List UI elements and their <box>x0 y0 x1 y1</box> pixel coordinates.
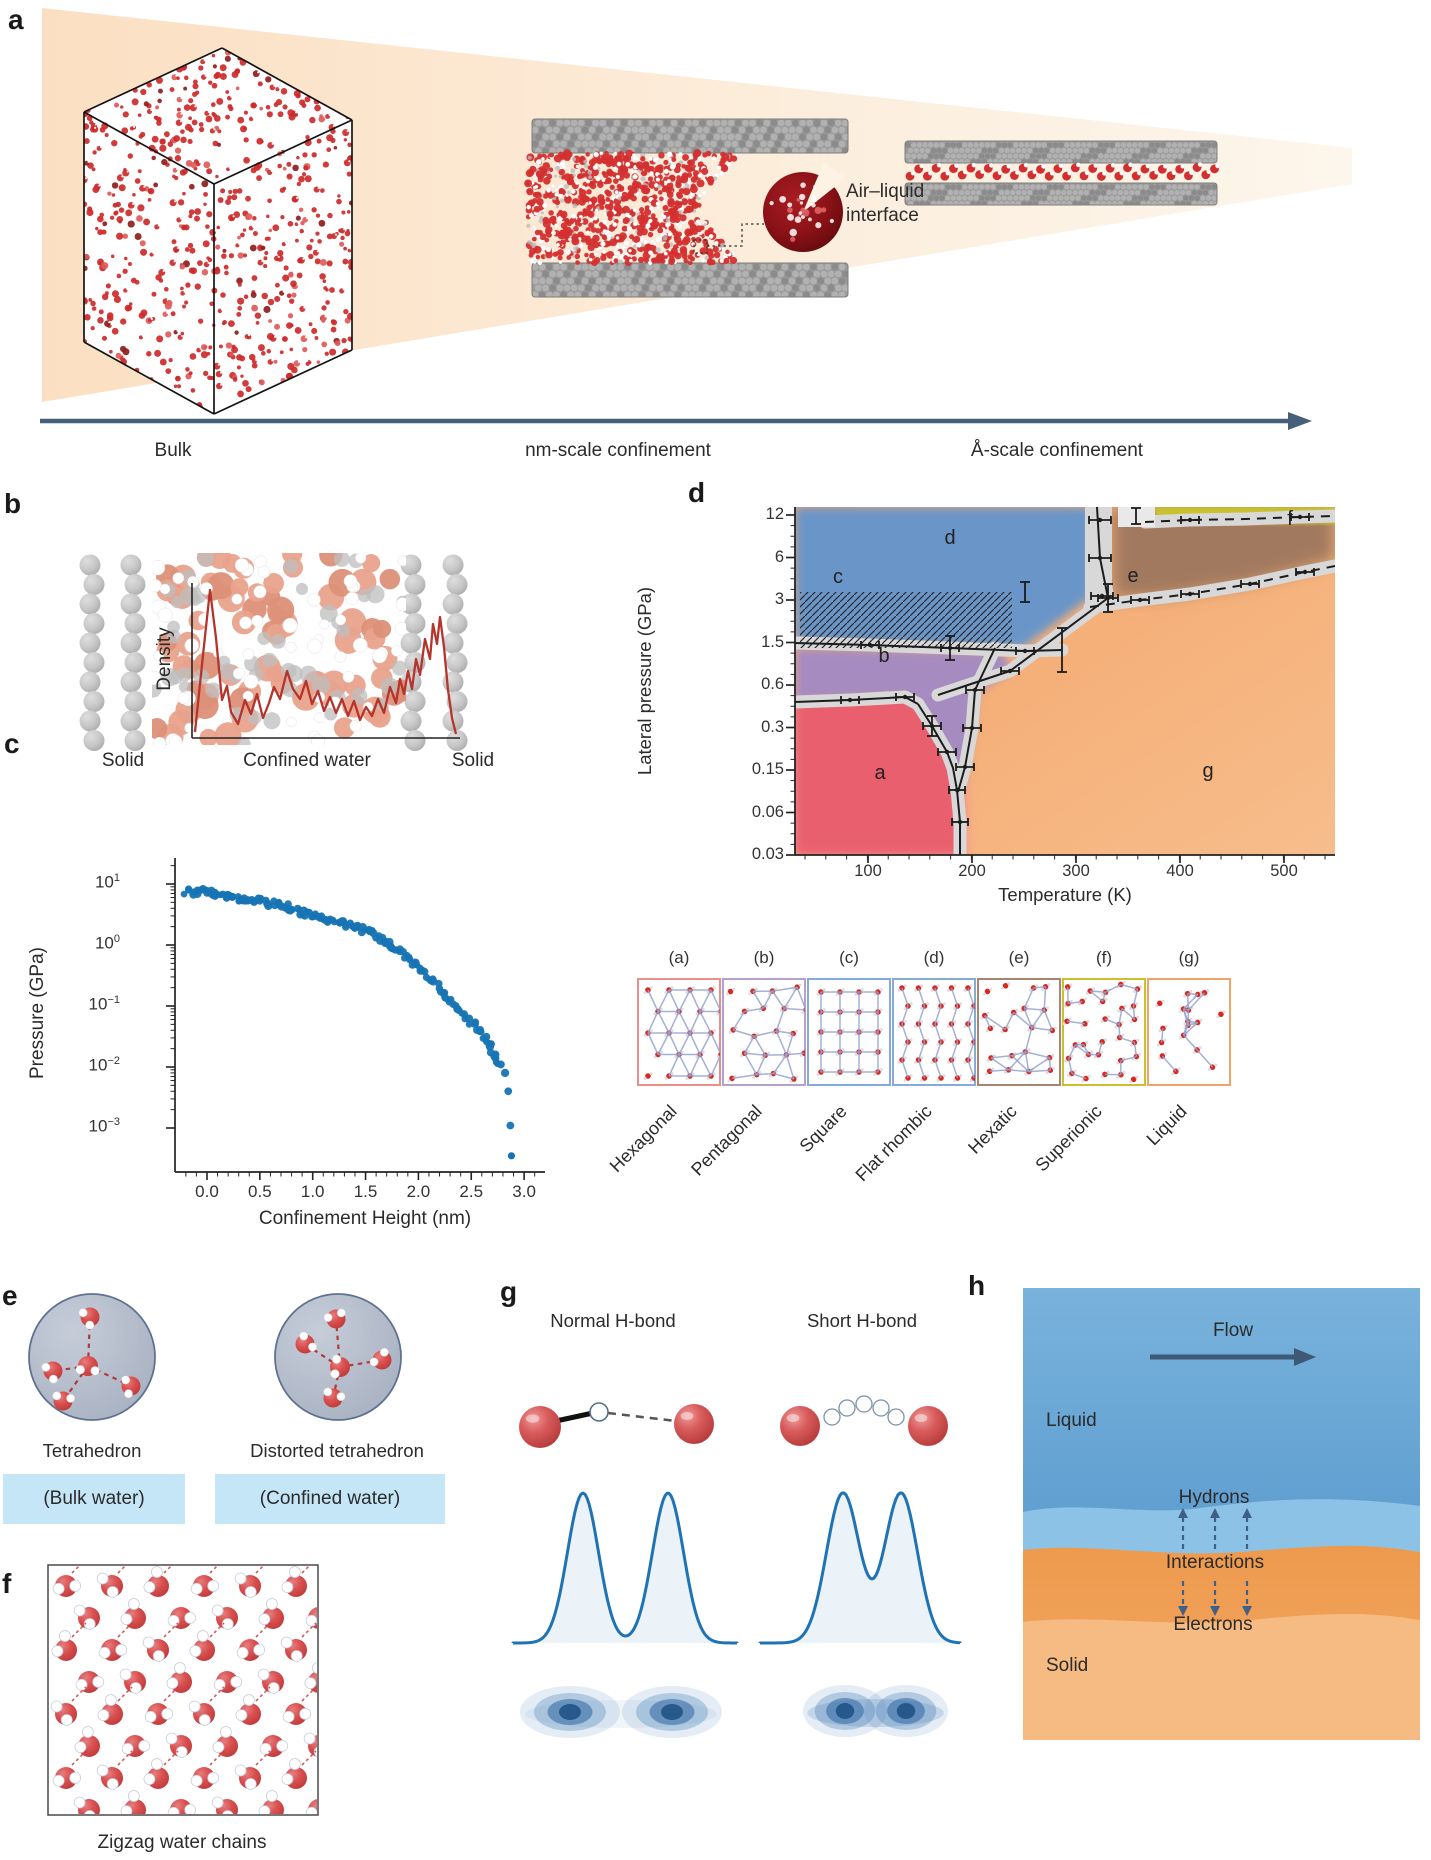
thumb-label-0: (a) <box>668 948 690 967</box>
region-label-b: b <box>878 645 890 667</box>
c-xtick-3: 1.5 <box>353 1182 378 1201</box>
panel-letter-b: b <box>4 488 22 519</box>
panel-letter-h: h <box>968 1270 986 1301</box>
solid-label: Solid <box>1046 1655 1089 1676</box>
panel-b-density <box>79 553 468 751</box>
d-ytick-0: 12 <box>765 505 784 523</box>
panel-f-zigzag <box>47 1564 319 1816</box>
d-ytick-3: 1.5 <box>761 632 784 651</box>
structure-thumb-rhombic <box>892 978 976 1086</box>
d-ytick-2: 3 <box>774 590 784 608</box>
panel-letter-g: g <box>500 1276 518 1307</box>
bulk-water-dots <box>84 49 352 410</box>
d-xtick-4: 500 <box>1270 862 1298 880</box>
flow-label: Flow <box>1212 1320 1254 1341</box>
c-xtick-5: 2.5 <box>459 1182 484 1201</box>
interactions-label: Interactions <box>1165 1552 1265 1573</box>
d-ytick-7: 0.06 <box>751 802 784 821</box>
tetrahedron-label: Tetrahedron <box>42 1440 142 1461</box>
confined-water-highlight: (Confined water) <box>215 1474 445 1524</box>
thumb-label-6: (g) <box>1178 948 1200 967</box>
angstrom-scale-label: Å-scale confinement <box>970 440 1144 461</box>
d-xtick-2: 300 <box>1062 862 1090 880</box>
d-ytick-5: 0.3 <box>761 717 784 736</box>
thumb-label-3: (d) <box>923 948 945 967</box>
solid-right-label: Solid <box>451 750 495 771</box>
d-xtick-1: 200 <box>958 862 986 880</box>
thumb-label-1: (b) <box>753 948 775 967</box>
panel-a-overview <box>40 8 1352 430</box>
c-ytick-2: 10−1 <box>88 994 120 1014</box>
panel-letter-e: e <box>2 1280 18 1311</box>
d-ytick-4: 0.6 <box>761 675 784 693</box>
d-xaxis-label: Temperature (K) <box>998 884 1132 905</box>
bulk-water-highlight: (Bulk water) <box>3 1474 185 1524</box>
region-label-c: c <box>833 566 843 588</box>
region-label-g: g <box>1202 760 1214 782</box>
c-ytick-0: 101 <box>94 872 120 892</box>
c-xtick-2: 1.0 <box>300 1182 325 1201</box>
electrons-label: Electrons <box>1173 1614 1253 1635</box>
normal-hbond-label: Normal H-bond <box>550 1310 676 1331</box>
c-xtick-1: 0.5 <box>248 1182 272 1201</box>
d-ytick-1: 6 <box>774 547 784 566</box>
d-yaxis-label: Lateral pressure (GPa) <box>634 586 655 776</box>
c-ytick-3: 10−2 <box>88 1055 120 1075</box>
distorted-tetrahedron-label: Distorted tetrahedron <box>250 1440 424 1461</box>
hydrons-label: Hydrons <box>1178 1487 1250 1508</box>
region-c-hatched <box>800 592 1012 648</box>
nm-scale-label: nm-scale confinement <box>525 440 711 461</box>
c-xaxis-label: Confinement Height (nm) <box>258 1208 472 1229</box>
c-xtick-6: 3.0 <box>512 1182 536 1201</box>
structure-thumb-hexatic <box>977 978 1061 1086</box>
panel-letter-f: f <box>2 1568 12 1599</box>
panel-e-tetrahedra <box>28 1293 402 1421</box>
panel-letter-d: d <box>688 477 706 508</box>
thumb-label-4: (e) <box>1008 948 1030 967</box>
d-ytick-8: 0.03 <box>751 845 784 863</box>
confined-water-label: Confined water <box>243 750 371 771</box>
c-ytick-1: 100 <box>94 933 120 953</box>
region-label-d: d <box>944 527 956 549</box>
d-xtick-0: 100 <box>854 862 882 880</box>
panel-g-hbonds <box>511 1395 962 1738</box>
air-liquid-interface-label: Air–liquid interface <box>846 181 925 226</box>
density-curve <box>193 588 458 735</box>
thumb-label-5: (f) <box>1095 948 1113 967</box>
scale-arrow-head <box>1288 412 1312 430</box>
d-ytick-6: 0.15 <box>751 760 784 778</box>
nm-water-molecules <box>524 149 739 267</box>
panel-h-flow <box>1023 1288 1420 1740</box>
structure-thumb-liquid <box>1147 978 1231 1086</box>
region-label-f: f <box>1287 508 1293 530</box>
d-xtick-3: 400 <box>1166 862 1194 880</box>
bulk-label: Bulk <box>154 440 192 461</box>
panel-letter-a: a <box>8 4 24 35</box>
flow-arrow-head <box>1294 1348 1316 1366</box>
solid-left-label: Solid <box>101 750 145 771</box>
density-axis-label: Density <box>154 627 175 691</box>
panel-c-scatter-plot <box>166 858 545 1180</box>
region-label-e: e <box>1127 565 1139 587</box>
region-label-a: a <box>874 762 886 784</box>
c-ytick-4: 10−3 <box>88 1116 120 1136</box>
short-hbond-label: Short H-bond <box>806 1310 918 1331</box>
angstrom-water-chain <box>905 162 1220 181</box>
c-yaxis-label: Pressure (GPa) <box>27 947 48 1079</box>
panel-d-phase-diagram <box>637 507 1335 1086</box>
liquid-label: Liquid <box>1046 1410 1097 1431</box>
zigzag-caption: Zigzag water chains <box>97 1832 267 1853</box>
c-xtick-4: 2.0 <box>406 1182 431 1201</box>
thumb-label-2: (c) <box>839 948 859 967</box>
c-xtick-0: 0.0 <box>195 1182 219 1201</box>
panel-letter-c: c <box>4 728 20 759</box>
